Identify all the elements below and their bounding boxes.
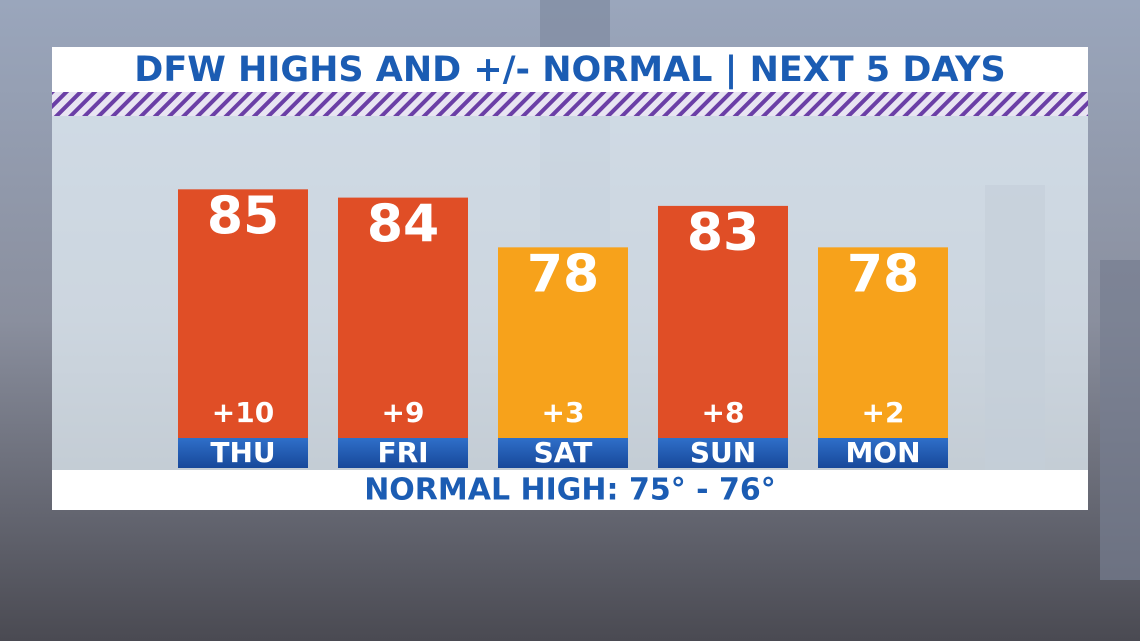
x-tick-label: SAT — [534, 436, 593, 469]
footer-bar — [52, 470, 1088, 510]
day-box — [178, 438, 308, 468]
value-label: 84 — [367, 195, 439, 255]
bar — [178, 189, 308, 438]
building — [1100, 260, 1140, 580]
x-tick-label: FRI — [377, 436, 428, 469]
departure-label: +3 — [542, 396, 585, 429]
x-tick-label: THU — [210, 436, 275, 469]
departure-label: +9 — [382, 396, 425, 429]
value-label: 83 — [687, 203, 759, 263]
bar — [818, 247, 948, 438]
bar — [498, 247, 628, 438]
departure-label: +10 — [212, 396, 274, 429]
day-box — [338, 438, 468, 468]
departure-label: +2 — [862, 396, 905, 429]
departure-label: +8 — [702, 396, 745, 429]
bar — [338, 197, 468, 438]
title-bar — [52, 47, 1088, 92]
value-label: 78 — [527, 244, 599, 304]
x-tick-label: MON — [845, 436, 920, 469]
day-box — [658, 438, 788, 468]
footer: NORMAL HIGH: 75° - 76° — [364, 473, 776, 508]
value-label: 78 — [847, 244, 919, 304]
chart-title: DFW HIGHS AND +/- NORMAL | NEXT 5 DAYS — [134, 50, 1005, 90]
day-box — [818, 438, 948, 468]
x-tick-label: SUN — [690, 436, 756, 469]
day-box — [498, 438, 628, 468]
stripe — [52, 92, 1088, 116]
value-label: 85 — [207, 186, 279, 246]
bar — [658, 205, 788, 438]
